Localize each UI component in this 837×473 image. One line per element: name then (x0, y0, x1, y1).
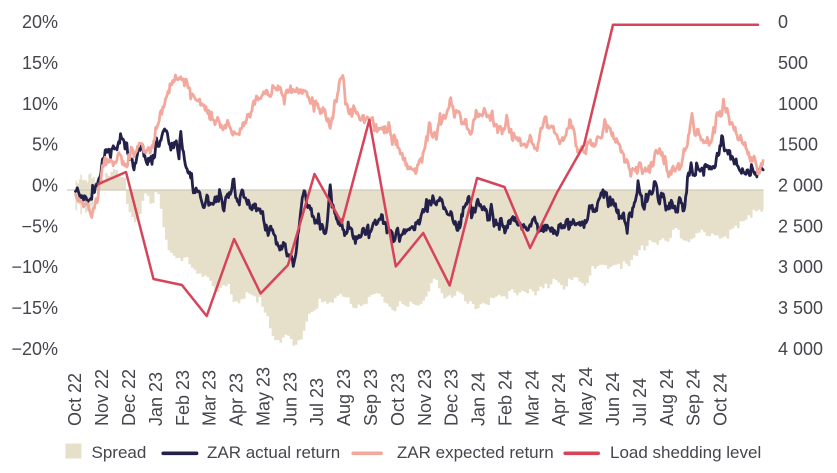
svg-text:500: 500 (778, 53, 808, 73)
svg-text:0%: 0% (32, 176, 58, 196)
svg-text:Aug 23: Aug 23 (334, 369, 354, 426)
svg-text:Feb 23: Feb 23 (173, 370, 193, 426)
svg-text:−20%: −20% (11, 339, 58, 359)
svg-text:Dec 23: Dec 23 (442, 369, 462, 426)
svg-text:−10%: −10% (11, 257, 58, 277)
svg-text:Mar 24: Mar 24 (522, 370, 542, 426)
svg-text:Feb 24: Feb 24 (495, 370, 515, 426)
svg-text:ZAR actual return: ZAR actual return (207, 443, 340, 462)
svg-text:Dec 22: Dec 22 (119, 369, 139, 426)
svg-text:1000: 1000 (778, 94, 818, 114)
svg-text:Apr 23: Apr 23 (227, 373, 247, 426)
svg-text:20%: 20% (22, 12, 58, 32)
svg-text:Jun 24: Jun 24 (603, 372, 623, 426)
svg-text:Jul 24: Jul 24 (630, 378, 650, 426)
svg-text:Jan 24: Jan 24 (469, 372, 489, 426)
svg-text:3 500: 3 500 (778, 298, 823, 318)
svg-text:15%: 15% (22, 53, 58, 73)
svg-text:4 000: 4 000 (778, 339, 823, 359)
svg-text:Load shedding level: Load shedding level (610, 443, 761, 462)
svg-text:ZAR expected return: ZAR expected return (397, 443, 554, 462)
svg-text:Jul 23: Jul 23 (307, 378, 327, 426)
svg-text:Oct 24: Oct 24 (711, 373, 731, 426)
svg-text:Oct 23: Oct 23 (388, 373, 408, 426)
svg-text:−15%: −15% (11, 298, 58, 318)
svg-text:3 000: 3 000 (778, 257, 823, 277)
svg-text:Spread: Spread (92, 443, 147, 462)
svg-text:1500: 1500 (778, 135, 818, 155)
svg-text:Oct 22: Oct 22 (65, 373, 85, 426)
svg-text:May 23: May 23 (253, 367, 273, 426)
svg-text:Jan 23: Jan 23 (146, 372, 166, 426)
svg-text:Nov 22: Nov 22 (92, 369, 112, 426)
svg-text:Aug 24: Aug 24 (657, 369, 677, 426)
svg-text:Apr 24: Apr 24 (549, 373, 569, 426)
svg-text:2 500: 2 500 (778, 216, 823, 236)
svg-text:Mar 23: Mar 23 (200, 370, 220, 426)
svg-text:Sep 24: Sep 24 (684, 369, 704, 426)
svg-text:Jun 23: Jun 23 (280, 372, 300, 426)
svg-text:May 24: May 24 (576, 367, 596, 426)
svg-text:5%: 5% (32, 135, 58, 155)
svg-text:2 000: 2 000 (778, 176, 823, 196)
svg-text:−5%: −5% (21, 216, 58, 236)
svg-text:Sep 23: Sep 23 (361, 369, 381, 426)
svg-text:10%: 10% (22, 94, 58, 114)
svg-text:0: 0 (778, 12, 788, 32)
svg-text:Nov 23: Nov 23 (415, 369, 435, 426)
